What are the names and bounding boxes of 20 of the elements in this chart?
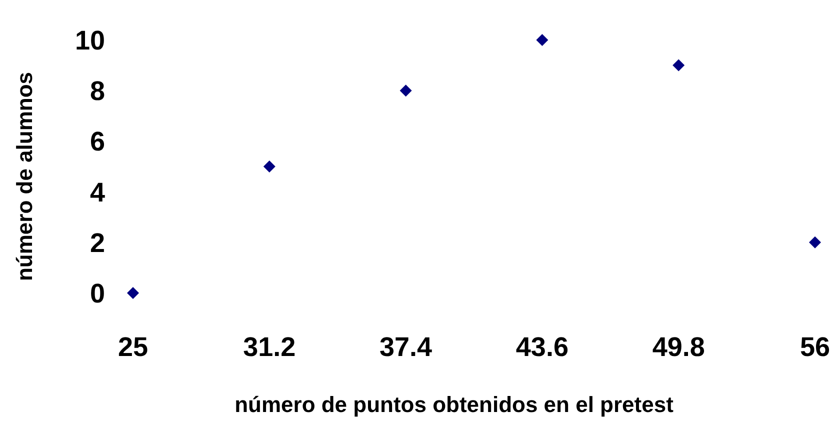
x-tick-label: 31.2: [243, 332, 296, 362]
y-axis-title: número de alumnos: [12, 72, 37, 282]
x-tick-label: 49.8: [652, 332, 705, 362]
x-axis-title: número de puntos obtenidos en el pretest: [234, 392, 674, 417]
point: [127, 287, 139, 299]
y-tick-label: 0: [90, 278, 105, 308]
x-tick-label: 43.6: [516, 332, 568, 362]
point: [400, 84, 412, 97]
x-tick-label: 56: [800, 332, 830, 362]
y-tick-label: 4: [90, 177, 105, 208]
y-tick-label: 6: [90, 126, 105, 157]
x-tick-label: 37.4: [380, 332, 432, 362]
point: [809, 236, 821, 248]
y-tick-label: 2: [90, 228, 105, 258]
point: [263, 160, 276, 172]
x-tick-label: 25: [118, 332, 148, 362]
y-tick-label: 10: [74, 25, 105, 56]
point: [536, 34, 548, 46]
point: [672, 59, 685, 72]
y-tick-label: 8: [90, 76, 105, 106]
